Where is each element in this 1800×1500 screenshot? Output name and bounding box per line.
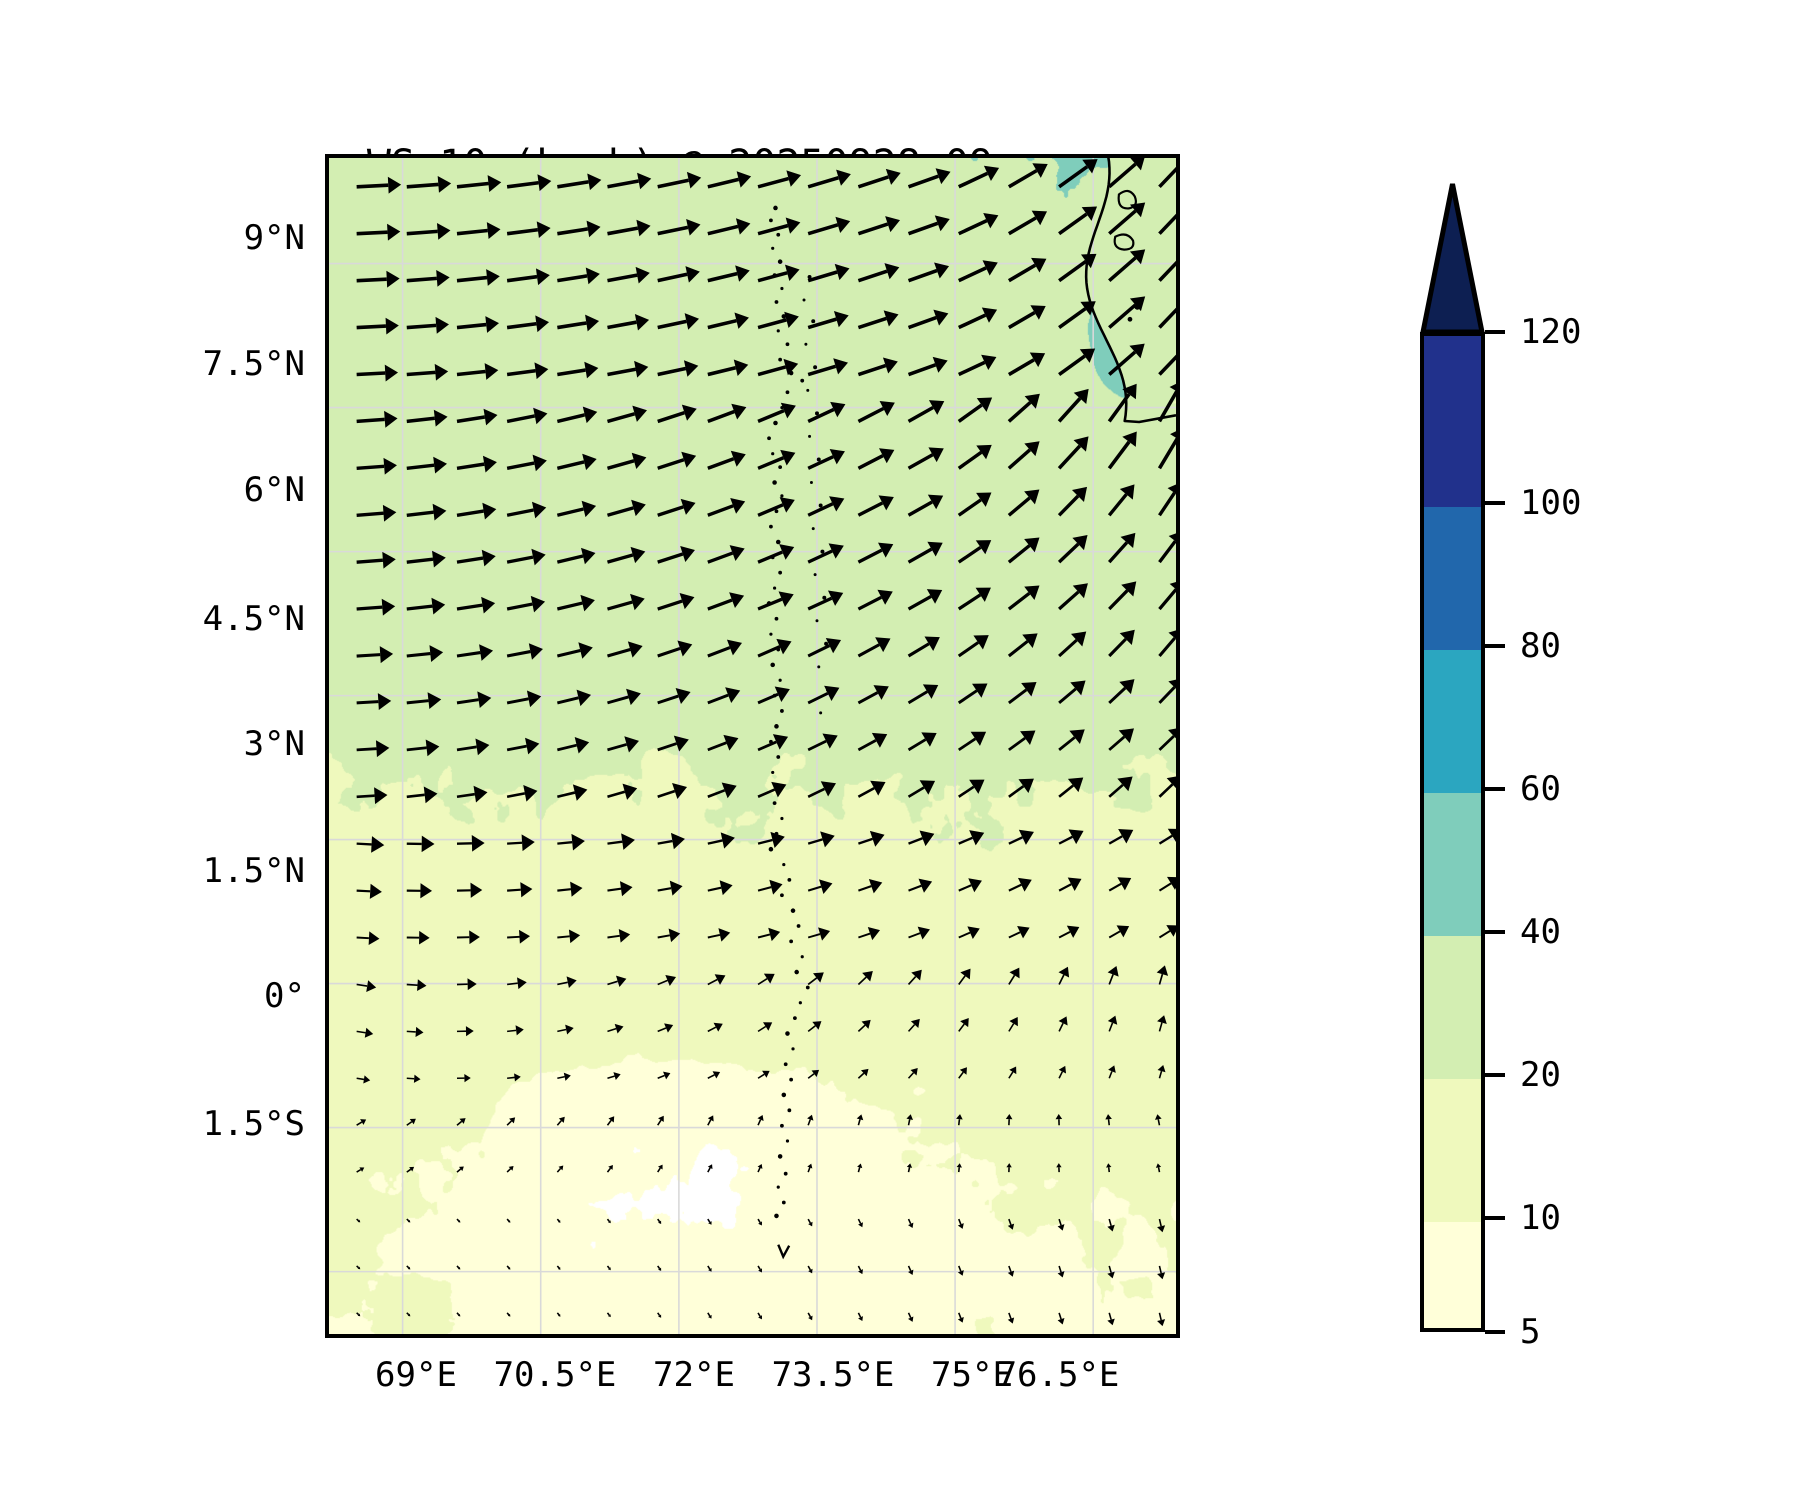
xtick-label-75E: 75°E xyxy=(931,1355,1013,1395)
colorbar-label-80: 80 xyxy=(1520,626,1561,666)
colorbar-gradient-bar xyxy=(1420,332,1485,1332)
ytick-label-6N: 6°N xyxy=(243,470,305,510)
colorbar-tickmark-60 xyxy=(1485,787,1505,791)
colorbar-label-10: 10 xyxy=(1520,1198,1561,1238)
colorbar-tickmark-100 xyxy=(1485,501,1505,505)
xtick-label-765E: 76.5°E xyxy=(996,1355,1120,1395)
xtick-label-69E: 69°E xyxy=(375,1355,457,1395)
colorbar-label-60: 60 xyxy=(1520,769,1561,809)
colorbar-segment-100-120 xyxy=(1424,336,1481,507)
ytick-label-15N: 1.5°N xyxy=(202,851,305,891)
xtick-label-705E: 70.5°E xyxy=(493,1355,617,1395)
colorbar-label-120: 120 xyxy=(1520,312,1582,352)
xtick-label-72E: 72°E xyxy=(653,1355,735,1395)
colorbar-segment-20-40 xyxy=(1424,936,1481,1079)
ytick-label-3N: 3°N xyxy=(243,724,305,764)
colorbar-label-20: 20 xyxy=(1520,1055,1561,1095)
ytick-label-9N: 9°N xyxy=(243,218,305,258)
colorbar: 120 100 80 60 40 20 10 5 xyxy=(1420,150,1750,1352)
colorbar-tickmark-20 xyxy=(1485,1073,1505,1077)
colorbar-extend-arrow-max xyxy=(1420,183,1485,335)
ytick-label-45N: 4.5°N xyxy=(202,599,305,639)
ytick-label-0: 0° xyxy=(264,976,305,1016)
colorbar-segment-40-60 xyxy=(1424,793,1481,936)
colorbar-tickmark-5 xyxy=(1485,1330,1505,1334)
colorbar-segment-5-10 xyxy=(1424,1222,1481,1328)
colorbar-label-40: 40 xyxy=(1520,912,1561,952)
ytick-label-15S: 1.5°S xyxy=(202,1104,305,1144)
colorbar-tickmark-10 xyxy=(1485,1216,1505,1220)
wind-vector-arrows xyxy=(356,158,1176,1327)
colorbar-segment-60-80 xyxy=(1424,650,1481,793)
ytick-label-75N: 7.5°N xyxy=(202,344,305,384)
colorbar-segment-80-100 xyxy=(1424,507,1481,650)
xtick-label-735E: 73.5°E xyxy=(771,1355,895,1395)
colorbar-label-100: 100 xyxy=(1520,483,1582,523)
colorbar-tickmark-120 xyxy=(1485,330,1505,334)
map-plot-area xyxy=(325,154,1180,1338)
coastline-and-islands xyxy=(766,158,1176,1260)
colorbar-label-5: 5 xyxy=(1520,1312,1541,1352)
colorbar-tickmark-80 xyxy=(1485,644,1505,648)
colorbar-segment-10-20 xyxy=(1424,1079,1481,1222)
colorbar-tickmark-40 xyxy=(1485,930,1505,934)
